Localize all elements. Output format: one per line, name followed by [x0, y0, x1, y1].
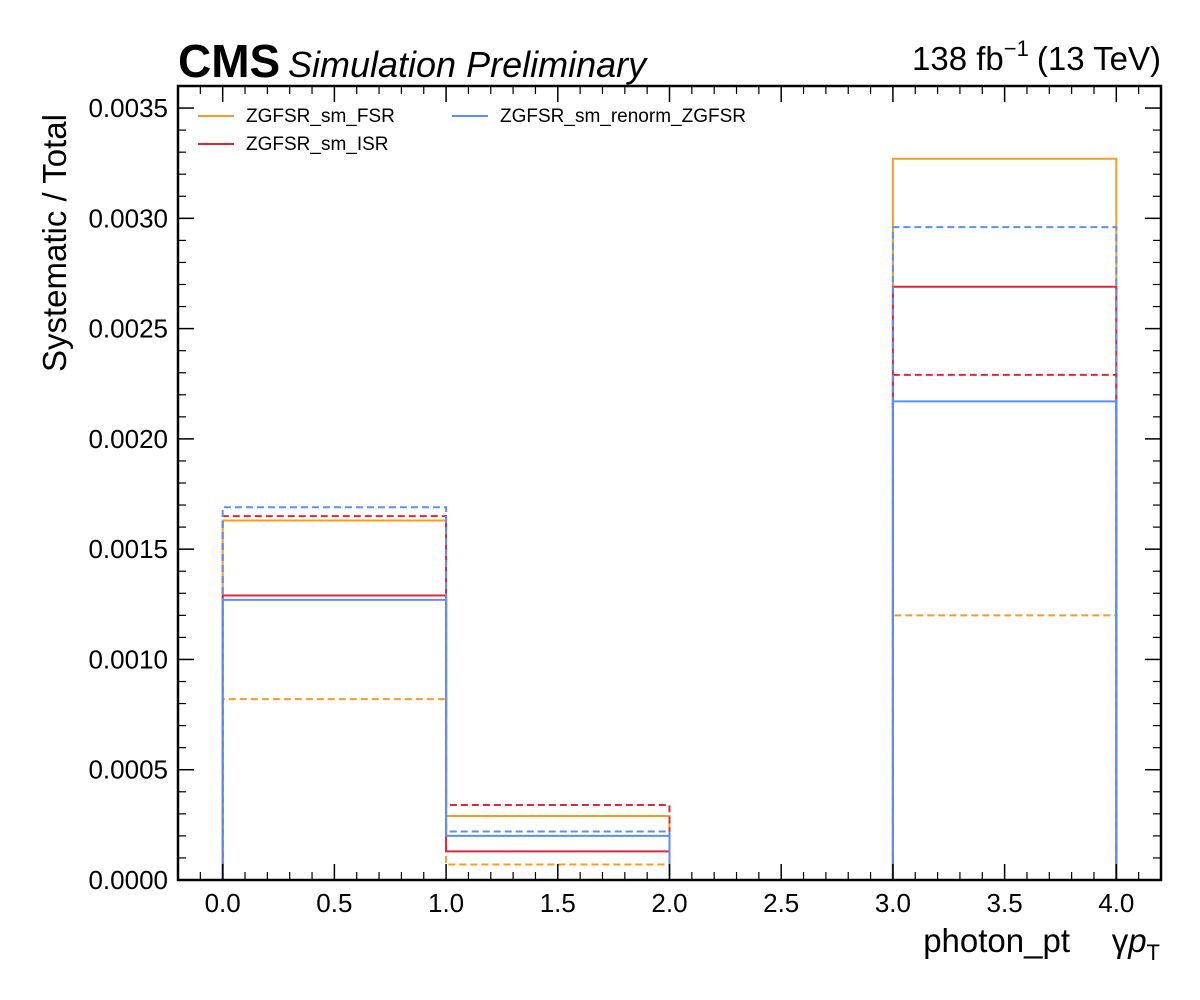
x-tick-label: 2.5	[763, 888, 799, 918]
x-tick-label: 1.0	[428, 888, 464, 918]
y-tick-label: 0.0000	[88, 865, 168, 895]
plot-frame	[176, 84, 1163, 882]
lumi-label: 138 fb−1 (13 TeV)	[912, 36, 1161, 77]
x-tick-label: 3.0	[875, 888, 911, 918]
y-tick-label: 0.0035	[88, 93, 168, 123]
energy-label: (13 TeV)	[1037, 40, 1161, 77]
lumi-exponent: −1	[1004, 36, 1029, 61]
lumi-value: 138 fb	[912, 40, 1004, 77]
series-zgfsr-sm-fsr-down	[221, 614, 1118, 881]
subtitle-label: Simulation Preliminary	[288, 44, 648, 85]
x-tick-label: 0.0	[205, 888, 241, 918]
x-tick-label: 2.0	[651, 888, 687, 918]
y-tick-label: 0.0025	[88, 314, 168, 344]
series-layer	[221, 157, 1118, 881]
x-tick-label: 4.0	[1098, 888, 1134, 918]
series-zgfsr-sm-renorm-zgfsr-down	[221, 226, 1118, 881]
series-zgfsr-sm-isr-down	[221, 373, 1118, 881]
y-tick-label: 0.0020	[88, 424, 168, 454]
x-axis-symbol: γpT	[1112, 922, 1160, 965]
legend-label-isr: ZGFSR_sm_ISR	[246, 134, 389, 155]
series-zgfsr-sm-fsr-up	[221, 157, 1118, 881]
legend-label-fsr: ZGFSR_sm_FSR	[246, 106, 395, 127]
x-tick-label: 0.5	[316, 888, 352, 918]
legend: ZGFSR_sm_FSR ZGFSR_sm_ISR ZGFSR_sm_renor…	[198, 106, 746, 155]
y-tick-label: 0.0005	[88, 755, 168, 785]
legend-label-renorm: ZGFSR_sm_renorm_ZGFSR	[500, 106, 746, 127]
y-tick-label: 0.0030	[88, 203, 168, 233]
x-tick-label: 1.5	[540, 888, 576, 918]
x-axis-symbol-prefix: γ	[1112, 922, 1129, 959]
ticks-layer	[178, 85, 1161, 881]
y-tick-label: 0.0010	[88, 644, 168, 674]
y-axis-label: Systematic / Total	[36, 114, 73, 372]
x-axis-symbol-sub: T	[1147, 940, 1160, 965]
x-axis-symbol-var: p	[1127, 922, 1146, 959]
x-axis-label: photon_pt	[923, 922, 1070, 959]
experiment-label: CMS	[178, 35, 280, 87]
x-tick-label: 3.5	[987, 888, 1023, 918]
tick-labels-layer: 0.0 0.5 1.0 1.5 2.0 2.5 3.0 3.5 4.0 0.0000 0.0005 0…	[88, 93, 1134, 918]
y-tick-label: 0.0015	[88, 534, 168, 564]
